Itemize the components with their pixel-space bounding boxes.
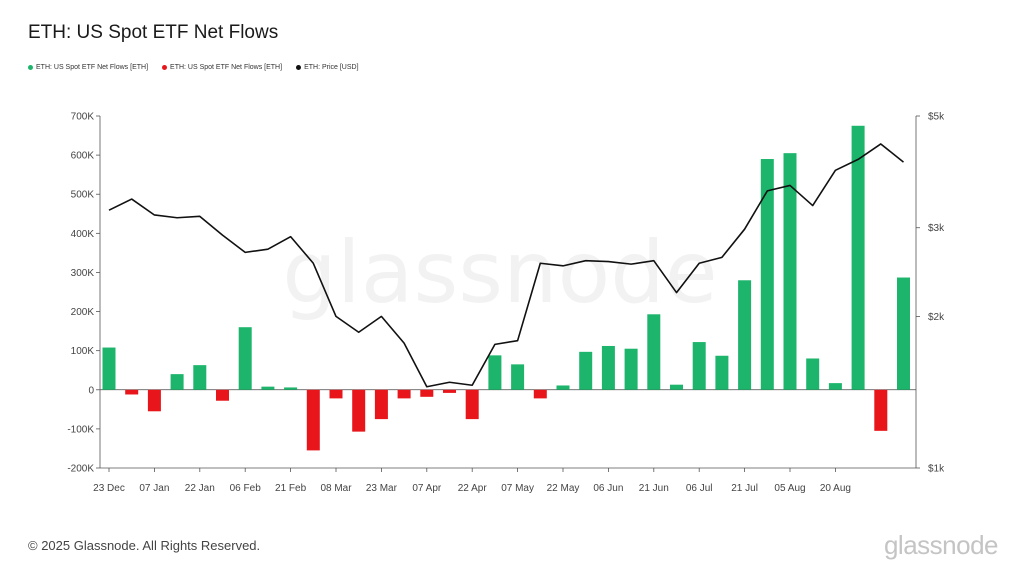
bar-inflow (261, 386, 275, 390)
bar-inflow (238, 327, 252, 390)
bar-inflow (828, 383, 842, 390)
x-tick-label: 22 Jan (185, 483, 215, 494)
bar-inflow (783, 153, 797, 390)
bar-inflow (624, 348, 638, 390)
bar-inflow (170, 374, 184, 390)
x-tick-label: 06 Feb (230, 483, 262, 494)
bar-outflow (147, 389, 161, 412)
legend-item-outflows[interactable]: ETH: US Spot ETF Net Flows [ETH] (162, 64, 282, 71)
x-tick-label: 06 Jun (593, 483, 623, 494)
y-left-tick-label: 100K (71, 346, 95, 357)
bar-inflow (806, 358, 820, 390)
watermark: glassnode (282, 223, 717, 323)
legend-dot-green-icon (28, 65, 33, 70)
bar-outflow (306, 389, 320, 451)
legend-label-outflows: ETH: US Spot ETF Net Flows [ETH] (170, 64, 283, 71)
bar-inflow (897, 277, 910, 390)
y-right-tick-label: $2k (928, 312, 945, 323)
x-tick-label: 08 Mar (320, 483, 352, 494)
y-left-tick-label: 600K (71, 151, 95, 162)
y-left-tick-label: 200K (71, 307, 95, 318)
bar-inflow (647, 314, 661, 390)
bar-inflow (738, 280, 752, 390)
x-tick-label: 06 Jul (686, 483, 713, 494)
y-left-tick-label: 700K (71, 112, 95, 123)
x-tick-label: 22 May (547, 483, 580, 494)
x-tick-label: 21 Jun (639, 483, 669, 494)
bar-inflow (488, 355, 502, 390)
bar-inflow (102, 347, 116, 390)
bar-outflow (125, 389, 139, 395)
y-left-tick-label: 0 (88, 385, 94, 396)
bar-inflow (692, 342, 706, 390)
brand-logo: glassnode (883, 530, 999, 560)
y-left-tick-label: -200K (67, 464, 94, 475)
x-tick-label: 21 Feb (275, 483, 307, 494)
x-tick-label: 20 Aug (820, 483, 851, 494)
bar-outflow (397, 389, 411, 399)
bar-inflow (601, 345, 615, 390)
y-left-tick-label: -100K (67, 424, 94, 435)
bar-inflow (851, 125, 865, 390)
bar-outflow (420, 389, 434, 397)
legend-dot-red-icon (162, 65, 168, 70)
x-tick-label: 07 May (501, 483, 534, 494)
bar-outflow (874, 389, 888, 431)
bar-outflow (216, 389, 229, 401)
legend-label-price: ETH: Price [USD] (304, 64, 359, 71)
x-tick-label: 07 Apr (412, 483, 442, 494)
legend-dot-black-icon (296, 65, 302, 70)
y-right-tick-label: $1k (928, 464, 945, 475)
bar-inflow (511, 364, 525, 390)
bar-outflow (352, 389, 366, 432)
bar-outflow (374, 389, 388, 420)
bar-inflow (284, 387, 298, 390)
y-left-tick-label: 300K (71, 268, 95, 279)
legend-item-inflows[interactable]: ETH: US Spot ETF Net Flows [ETH] (28, 64, 148, 71)
chart-title: ETH: US Spot ETF Net Flows (28, 22, 279, 43)
bar-inflow (193, 365, 207, 390)
bar-inflow (760, 159, 774, 390)
bar-outflow (443, 389, 456, 393)
x-tick-label: 05 Aug (774, 483, 805, 494)
bar-inflow (579, 351, 593, 390)
x-tick-label: 21 Jul (731, 483, 758, 494)
price-line-group (108, 143, 904, 388)
bar-inflow (715, 355, 729, 390)
bar-outflow (465, 389, 479, 420)
bar-inflow (556, 385, 570, 390)
bar-outflow (329, 389, 343, 399)
y-right-tick-label: $3k (928, 223, 945, 234)
y-left-tick-label: 500K (71, 190, 95, 201)
legend-label-inflows: ETH: US Spot ETF Net Flows [ETH] (36, 64, 149, 71)
bars-group (102, 125, 910, 451)
legend-item-price[interactable]: ETH: Price [USD] (296, 64, 359, 71)
x-tick-label: 23 Dec (93, 483, 125, 494)
y-left-tick-label: 400K (71, 229, 95, 240)
bar-outflow (533, 389, 547, 399)
x-tick-label: 22 Apr (458, 483, 488, 494)
axes-group: -200K -100K 0 100K 200K 300K 400K 500K 600K 700K $… (67, 112, 945, 495)
legend: ETH: US Spot ETF Net Flows [ETH] ETH: US… (28, 64, 359, 71)
bar-inflow (670, 384, 683, 390)
x-tick-label: 07 Jan (139, 483, 169, 494)
x-tick-label: 23 Mar (366, 483, 398, 494)
price-line (108, 143, 904, 388)
y-right-tick-label: $5k (928, 112, 945, 123)
copyright-text: © 2025 Glassnode. All Rights Reserved. (28, 538, 261, 553)
